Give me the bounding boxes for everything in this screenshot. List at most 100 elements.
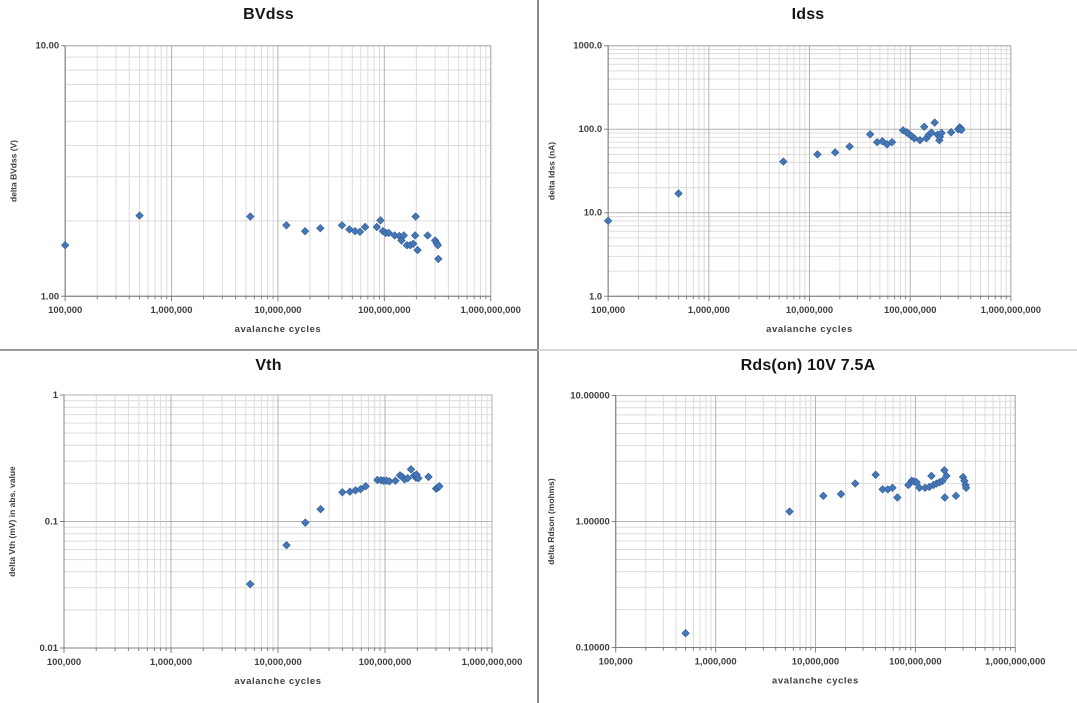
x-tick-labels: 100,000 1,000,000 10,000,000 100,000,000 1,0… [48,305,521,316]
x-tick-label: 100,000 [591,305,625,316]
scatter-plot-rdson: 100,000 1,000,000 10,000,000 100,000,000 1,0… [546,390,1046,686]
scatter-plot-idss: 100,000 1,000,000 10,000,000 100,000,000 1,0… [546,41,1041,335]
data-point [887,137,897,147]
data-point [813,150,822,159]
x-tick-labels: 100,000 1,000,000 10,000,000 100,000,000 1,0… [599,656,1046,667]
y-tick-labels: 0.01 0.1 1 [40,390,59,654]
data-point [411,212,420,221]
x-tick-label: 1,000,000 [688,305,730,316]
data-point [865,130,875,139]
y-tick-label: 1.0 [589,291,602,302]
x-tick-label: 100,000,000 [358,305,410,316]
data-point [915,483,924,493]
y-tick-label: 1.00 [41,291,59,302]
data-point [871,470,880,480]
data-point [912,478,921,487]
data-point [360,222,370,232]
y-tick-label: 0.01 [40,643,59,654]
chart-title-idss: Idss [791,6,825,23]
x-tick-label: 100,000,000 [884,305,936,316]
data-point [413,245,422,255]
x-tick-label: 100,000,000 [359,657,412,668]
data-point [410,231,420,240]
data-point [434,254,443,264]
data-point [245,579,255,589]
x-tick-label: 100,000,000 [889,656,942,667]
data-point [409,239,418,249]
data-point [350,226,360,236]
data-points [245,465,444,589]
y-tick-label: 10.00000 [570,390,609,401]
data-point [930,118,939,127]
y-tick-label: 1 [53,390,59,401]
data-point [603,216,613,226]
data-point [316,504,325,514]
data-points [603,118,966,226]
data-point [819,491,828,501]
data-point [338,488,347,497]
x-tick-label: 1,000,000,000 [462,657,523,668]
y-axis-title: delta Vth (mV) in abs. value [7,466,17,577]
x-tick-label: 1,000,000 [695,656,737,667]
y-axis-title: delta Idss (nA) [546,142,556,200]
y-tick-label: 100.0 [579,124,603,135]
data-point [961,483,971,493]
data-point [785,507,794,516]
data-point [779,157,788,166]
x-tick-label: 10,000,000 [254,657,302,668]
data-point [674,189,683,198]
data-point [423,231,432,240]
data-point [433,240,443,250]
data-point [845,142,854,151]
y-axis-title: delta Rdson (mohms) [546,478,556,565]
data-point [300,226,310,236]
data-point [920,122,929,131]
scatter-plot-vth: 100,000 1,000,000 10,000,000 100,000,000 1,0… [7,390,523,687]
y-tick-label: 10.0 [584,208,602,219]
data-point [246,212,255,221]
data-point [391,476,400,485]
data-point [356,484,365,494]
chart-panel-idss: Idss 100,000 1,000,000 10,000,000 100,000,0… [537,0,1077,351]
data-point [60,240,70,250]
x-tick-label: 100,000 [47,657,81,668]
y-tick-label: 0.10000 [576,643,610,654]
data-point [888,483,897,493]
data-point [282,540,291,550]
data-point [938,476,947,486]
scatter-plot-bvdss: 100,000 1,000,000 10,000,000 100,000,000 1,0… [8,41,521,335]
data-point [942,471,951,481]
x-axis-title: avalanche cycles [234,676,321,687]
chart-panel-rdson: Rds(on) 10V 7.5A 100,000 1,000,000 10,000,… [537,351,1077,703]
x-tick-label: 1,000,000 [150,657,192,668]
axis-ticks [60,394,493,653]
x-axis-title: avalanche cycles [772,675,859,686]
data-point [355,227,365,236]
chart-panel-vth: Vth 100,000 1,000,000 10,000,000 100,000,00… [0,351,537,703]
chart-panel-bvdss: BVdss 100,000 1,000,000 10,000,000 100,000,… [0,0,537,351]
data-point [927,128,936,137]
data-point [836,489,846,499]
x-tick-label: 1,000,000 [151,305,193,316]
data-points [60,211,443,264]
axis-ticks [61,45,492,302]
data-point [927,471,936,481]
x-tick-label: 1,000,000,000 [461,305,521,316]
data-point [893,493,902,502]
y-tick-label: 1000.0 [573,41,602,52]
data-point [282,221,291,230]
y-tick-label: 10.00 [36,41,60,52]
y-tick-labels: 1.0 10.0 100.0 1000.0 [573,41,602,303]
chart-title-vth: Vth [255,357,282,374]
data-point [301,518,310,527]
data-point [361,481,370,491]
x-tick-label: 100,000 [599,656,633,667]
data-point [951,491,961,501]
data-point [851,479,860,488]
x-tick-label: 1,000,000,000 [981,305,1041,316]
data-point [681,628,690,638]
chart-title-rdson: Rds(on) 10V 7.5A [740,357,876,374]
data-point [937,128,946,138]
data-point [435,481,444,491]
